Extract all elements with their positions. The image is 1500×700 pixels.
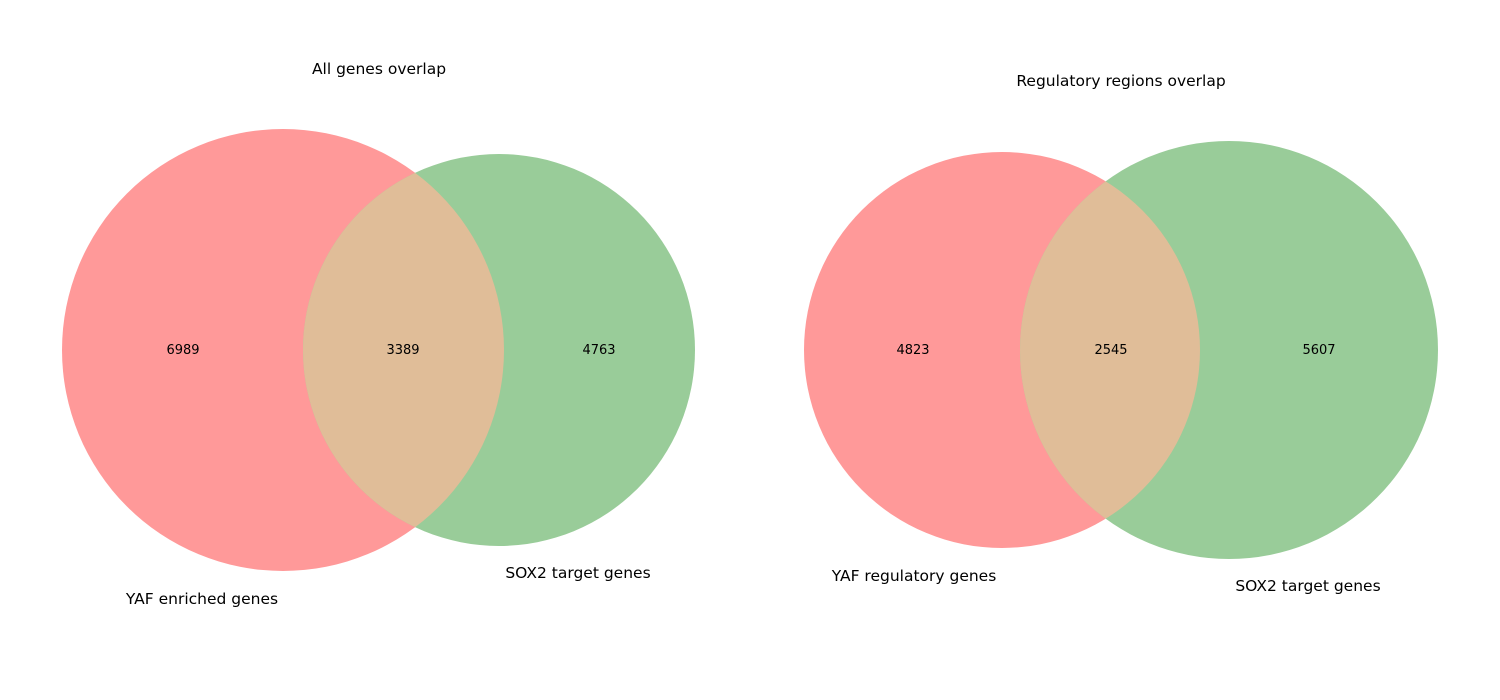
venn-set-a-label: YAF regulatory genes [831,567,997,585]
venn-intersection [303,154,504,546]
venn-set-b-label: SOX2 target genes [1235,577,1380,595]
venn-count-set-b-only: 5607 [1302,343,1335,358]
venn-title: All genes overlap [312,60,446,78]
venn-set-b-label: SOX2 target genes [505,564,650,582]
venn-count-set-a-only: 6989 [166,343,199,358]
venn-count-intersection: 3389 [386,343,419,358]
venn-count-set-b-only: 4763 [582,343,615,358]
venn-diagram-regulatory-regions: Regulatory regions overlap 4823 2545 560… [804,72,1438,595]
venn-diagram-all-genes: All genes overlap 6989 3389 4763 YAF enr… [62,60,695,608]
venn-set-a-label: YAF enriched genes [125,590,278,608]
venn-count-intersection: 2545 [1094,343,1127,358]
venn-intersection [1020,152,1200,548]
venn-count-set-a-only: 4823 [896,343,929,358]
venn-title: Regulatory regions overlap [1016,72,1225,90]
